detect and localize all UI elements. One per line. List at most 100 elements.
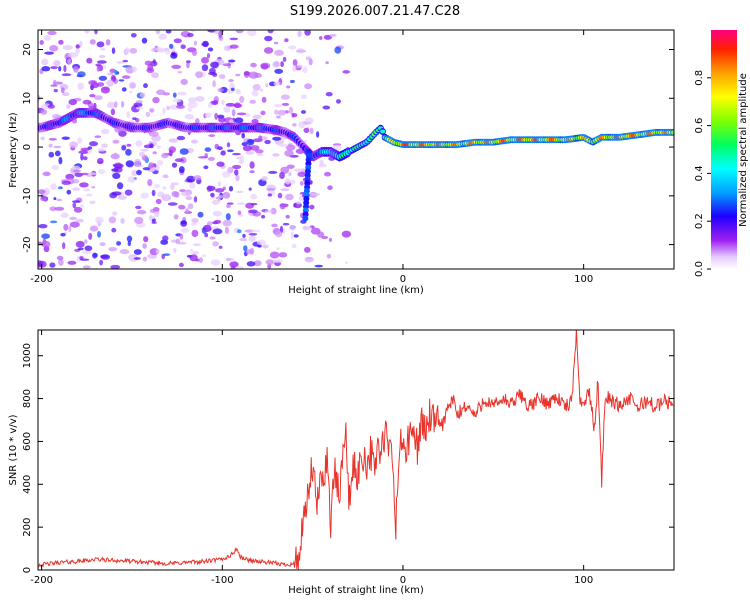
spectrogram-noise-cell (53, 88, 58, 93)
spectrogram-noise-cell (210, 61, 219, 69)
spectrogram-noise-cell (48, 138, 58, 141)
spectrogram-y-ticks: -20 -10 0 10 20 (22, 43, 674, 253)
spectrogram-noise-cell (256, 239, 267, 246)
spectrogram-noise-cell (189, 182, 196, 189)
spectrogram-noise-cell (75, 218, 84, 223)
spectrogram-noise-cell (84, 239, 88, 244)
spectrogram-noise-cell (56, 198, 63, 202)
spectrogram-noise-cell (96, 65, 101, 72)
spectrogram-noise-cell (107, 101, 116, 109)
spectrogram-noise-cell (309, 204, 315, 210)
spectrogram-noise-cell (249, 247, 255, 255)
spectrogram-noise-cell (226, 204, 231, 209)
spectrogram-noise-cell (82, 99, 92, 105)
spectrogram-noise-cell (42, 171, 51, 177)
spectrogram-noise-cell (212, 210, 222, 217)
spectrogram-noise-cell (71, 165, 81, 170)
spectrogram-noise-cell (152, 96, 160, 104)
spectrogram-noise-cell (140, 192, 149, 199)
spectrogram-noise-cell (129, 90, 133, 94)
spectrogram-noise-cell (41, 58, 49, 66)
spectrogram-noise-cell (191, 139, 198, 144)
spectrogram-noise-cell (52, 79, 57, 87)
spectrogram-noise-cell (61, 180, 72, 185)
spectrogram-noise-cell (75, 48, 80, 54)
spectrogram-noise-cell (148, 162, 154, 169)
spectrogram-noise-cell (135, 106, 144, 110)
spectrogram-noise-cell (261, 96, 267, 103)
spectrogram-noise-cell (214, 30, 219, 34)
spectrogram-noise-cell (50, 66, 58, 70)
spectrogram-noise-cell (325, 61, 329, 65)
spectrogram-noise-cell (148, 131, 159, 137)
spectrogram-noise-cell (239, 238, 248, 242)
spectrogram-noise-cell (319, 36, 323, 40)
spectrogram-noise-cell (162, 92, 170, 96)
spectrogram-noise-cell (264, 35, 273, 42)
spectrogram-noise-cell (185, 196, 193, 201)
spectrogram-noise-cell (60, 212, 69, 218)
spectrogram-noise-cell (94, 95, 103, 101)
spectrogram-noise-cell (273, 41, 279, 45)
spectrogram-noise-cell (334, 46, 342, 54)
spectrogram-noise-cell (218, 30, 223, 38)
spectrogram-noise-cell (342, 70, 351, 74)
spectrogram-noise-cell (110, 74, 117, 83)
spectrogram-x-tick-label: -200 (30, 274, 53, 285)
spectrogram-noise-cell (40, 196, 47, 201)
spectrogram-noise-cell (304, 83, 312, 90)
spectrogram-noise-cell (169, 43, 174, 49)
spectrogram-noise-cell (254, 149, 264, 154)
spectrogram-noise-cell (187, 32, 194, 38)
spectrogram-noise-cell (161, 194, 172, 202)
spectrogram-noise-cell (97, 231, 101, 238)
spectrogram-noise-cell (243, 71, 251, 76)
spectrogram-x-tick-label: -100 (211, 274, 234, 285)
spectrogram-noise-cell (75, 44, 80, 49)
spectrogram-noise-cell (291, 243, 297, 249)
spectrogram-noise-cell (66, 189, 72, 195)
spectrogram-noise-cell (171, 64, 182, 69)
spectrogram-noise-cell (112, 172, 121, 179)
spectrogram-noise-cell (174, 158, 184, 163)
spectrogram-noise-cell (296, 48, 305, 54)
spectrogram-noise-cell (101, 128, 110, 135)
spectrogram-noise-cell (248, 235, 256, 242)
spectrogram-noise-cell (195, 96, 205, 102)
spectrogram-noise-cell (248, 187, 252, 191)
spectrogram-noise-cell (296, 64, 303, 68)
spectrogram-noise-cell (173, 38, 182, 44)
spectrogram-noise-cell (329, 33, 337, 38)
spectrogram-noise-cell (284, 38, 289, 43)
spectrogram-noise-cell (271, 223, 278, 228)
spectrogram-noise-cell (309, 127, 314, 135)
spectrogram-noise-cell (111, 191, 122, 196)
spectrogram-noise-cell (89, 141, 98, 147)
snr-y-tick-label: 200 (22, 518, 33, 537)
spectrogram-noise-cell (89, 94, 96, 98)
spectrogram-noise-cell (139, 151, 145, 157)
spectrogram-noise-cell (135, 140, 143, 147)
spectrogram-noise-cell (193, 196, 198, 203)
snr-panel: -200 -100 0 100 0 200 400 600 800 1000 Height of… (8, 329, 675, 596)
spectrogram-noise-cell (302, 225, 308, 231)
spectrogram-noise-cell (79, 40, 83, 46)
spectrogram-noise-cell (86, 57, 93, 64)
spectrogram-noise-cell (151, 72, 160, 79)
spectrogram-noise-cell (166, 105, 171, 111)
spectrogram-noise-cell (63, 65, 67, 73)
spectrogram-y-tick-label: -10 (22, 188, 33, 204)
spectrogram-noise-cell (38, 224, 48, 229)
spectrogram-noise-cell (231, 109, 236, 117)
spectrogram-noise-cell (217, 146, 223, 151)
spectrogram-noise-cell (38, 189, 46, 195)
spectrogram-noise-cell (263, 47, 274, 54)
spectrogram-noise-cell (122, 59, 129, 63)
spectrogram-noise-cell (149, 108, 155, 113)
spectrogram-noise-cell (280, 61, 284, 68)
spectrogram-noise-cell (293, 203, 297, 208)
spectrogram-noise-cell (184, 114, 194, 120)
spectrogram-noise-cell (97, 157, 104, 165)
spectrogram-noise-cell (212, 80, 216, 88)
spectrogram-noise-cell (94, 135, 102, 138)
